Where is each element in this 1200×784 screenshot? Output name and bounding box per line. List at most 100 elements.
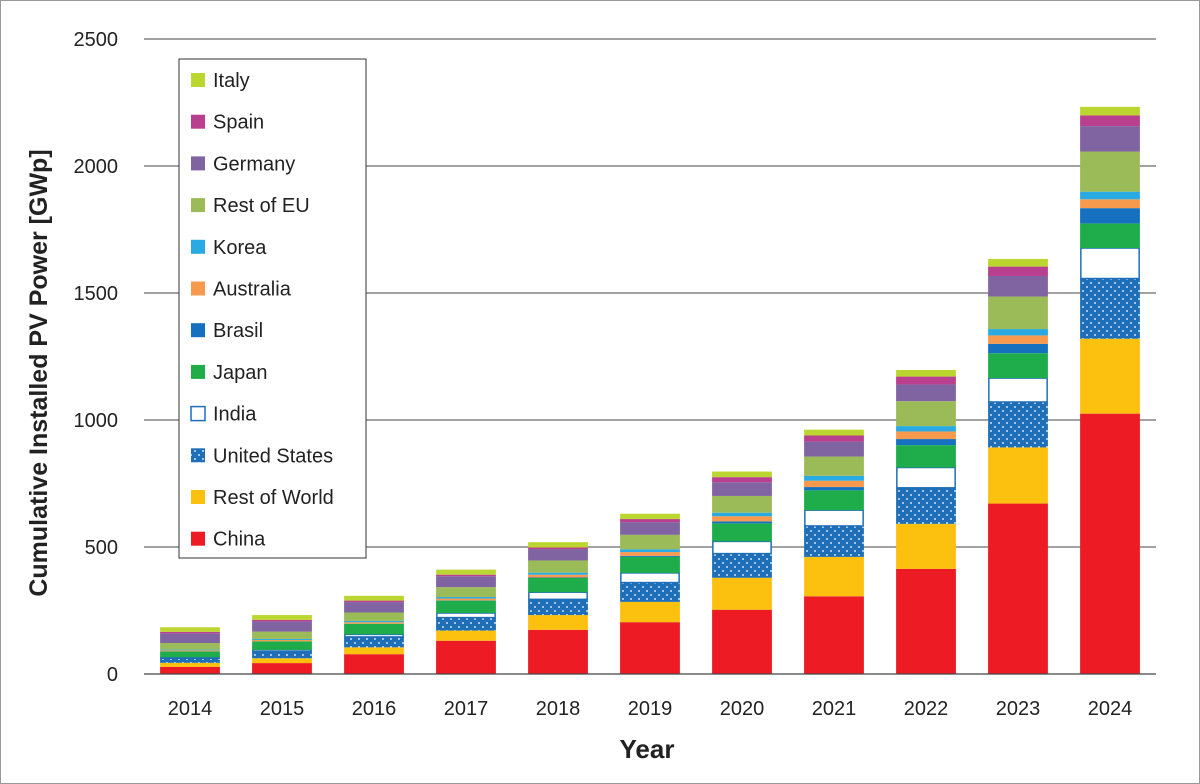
bar-segment-rest-of-world — [804, 556, 864, 597]
bar-stack-2016 — [344, 595, 404, 674]
bar-segment-united-states — [712, 553, 772, 578]
bar-segment-rest-of-eu — [804, 456, 864, 476]
y-tick-label: 500 — [85, 537, 118, 559]
bar-segment-germany — [988, 275, 1048, 297]
bar-segment-india — [344, 633, 404, 638]
bar-segment-korea — [528, 572, 588, 575]
bar-segment-spain — [804, 435, 864, 442]
bar-segment-rest-of-eu — [436, 587, 496, 598]
bar-segment-australia — [528, 574, 588, 578]
x-tick-label: 2017 — [444, 698, 489, 720]
x-tick-label: 2018 — [536, 698, 581, 720]
legend-item-australia: Australia — [191, 279, 292, 301]
bar-segment-united-states — [620, 582, 680, 602]
bar-segment-korea — [436, 597, 496, 599]
bar-segment-italy — [712, 471, 772, 478]
bar-stack-2017 — [436, 569, 496, 674]
bar-segment-brasil — [712, 521, 772, 524]
x-tick-label: 2020 — [720, 698, 765, 720]
bar-segment-italy — [528, 542, 588, 548]
legend-item-germany: Germany — [191, 153, 295, 175]
legend-swatch — [191, 364, 205, 379]
bar-segment-united-states — [988, 401, 1048, 448]
bar-segment-rest-of-world — [528, 615, 588, 630]
bar-segment-india — [436, 612, 496, 619]
legend-swatch — [190, 405, 206, 422]
x-axis-title: Year — [620, 734, 675, 764]
y-tick-label: 1000 — [74, 410, 119, 432]
bar-segment-korea — [252, 638, 312, 640]
bar-segment-rest-of-eu — [528, 560, 588, 573]
bar-segment-japan — [1080, 223, 1140, 249]
legend-item-spain: Spain — [191, 112, 264, 134]
bar-segment-korea — [804, 475, 864, 481]
bar-segment-china — [988, 503, 1048, 674]
x-tick-label: 2019 — [628, 698, 673, 720]
bar-segment-brasil — [620, 555, 680, 557]
bar-segment-spain — [528, 547, 588, 550]
legend-label: Germany — [213, 153, 295, 175]
bar-segment-italy — [896, 369, 956, 377]
bar-segment-india — [896, 466, 956, 489]
legend-swatch — [191, 198, 205, 213]
bar-segment-china — [252, 663, 312, 674]
bar-segment-india — [160, 656, 220, 660]
bar-stack-2015 — [252, 615, 312, 674]
bar-segment-china — [712, 609, 772, 674]
bar-segment-australia — [1080, 199, 1140, 209]
bar-segment-spain — [712, 477, 772, 483]
bar-segment-china — [528, 629, 588, 674]
bar-segment-korea — [988, 329, 1048, 336]
bar-segment-united-states — [1080, 278, 1140, 339]
bar-segment-japan — [988, 353, 1048, 379]
bar-segment-korea — [620, 549, 680, 553]
bar-segment-germany — [436, 576, 496, 588]
bar-segment-brasil — [988, 343, 1048, 354]
bar-segment-korea — [896, 426, 956, 432]
bar-segment-china — [1080, 413, 1140, 674]
legend-label: Brasil — [213, 320, 263, 342]
bar-segment-italy — [1080, 106, 1140, 116]
bar-segment-united-states — [252, 651, 312, 659]
bar-segment-china — [344, 654, 404, 674]
legend-item-korea: Korea — [191, 237, 267, 259]
bar-stack-2020 — [712, 471, 772, 674]
legend-swatch — [191, 531, 205, 546]
bar-segment-india — [620, 572, 680, 584]
bar-segment-rest-of-world — [436, 630, 496, 641]
legend-item-japan: Japan — [191, 362, 268, 384]
bar-segment-japan — [712, 523, 772, 542]
bar-segment-united-states — [344, 636, 404, 648]
bar-segment-korea — [712, 512, 772, 517]
bar-segment-china — [436, 640, 496, 674]
bar-segment-korea — [344, 620, 404, 623]
bar-segment-rest-of-eu — [620, 534, 680, 550]
bar-segment-japan — [620, 556, 680, 573]
legend-label: Korea — [213, 237, 267, 259]
bar-segment-india — [712, 540, 772, 555]
bar-segment-germany — [528, 549, 588, 561]
bar-segment-india — [804, 509, 864, 527]
bar-segment-germany — [620, 522, 680, 535]
legend-item-rest-of-world: Rest of World — [191, 487, 334, 509]
bar-segment-japan — [160, 651, 220, 658]
bar-segment-united-states — [160, 658, 220, 663]
x-tick-label: 2016 — [352, 698, 397, 720]
bar-segment-germany — [344, 602, 404, 613]
axes: 0 500 1000 1500 2000 2500 2014 2015 2016 2017 2018… — [74, 29, 1156, 720]
bar-segment-italy — [804, 429, 864, 436]
bar-segment-japan — [804, 490, 864, 511]
bar-segment-australia — [252, 639, 312, 642]
legend-item-united-states: United States — [191, 445, 333, 467]
bar-segment-spain — [988, 266, 1048, 276]
bar-segment-japan — [344, 623, 404, 635]
bar-segment-spain — [344, 600, 404, 603]
x-tick-label: 2014 — [168, 698, 213, 720]
bar-segment-china — [896, 568, 956, 674]
bar-segment-korea — [1080, 191, 1140, 200]
bar-segment-italy — [344, 595, 404, 601]
legend-item-china: China — [191, 529, 266, 551]
bar-segment-china — [804, 596, 864, 674]
bar-segment-united-states — [896, 487, 956, 524]
